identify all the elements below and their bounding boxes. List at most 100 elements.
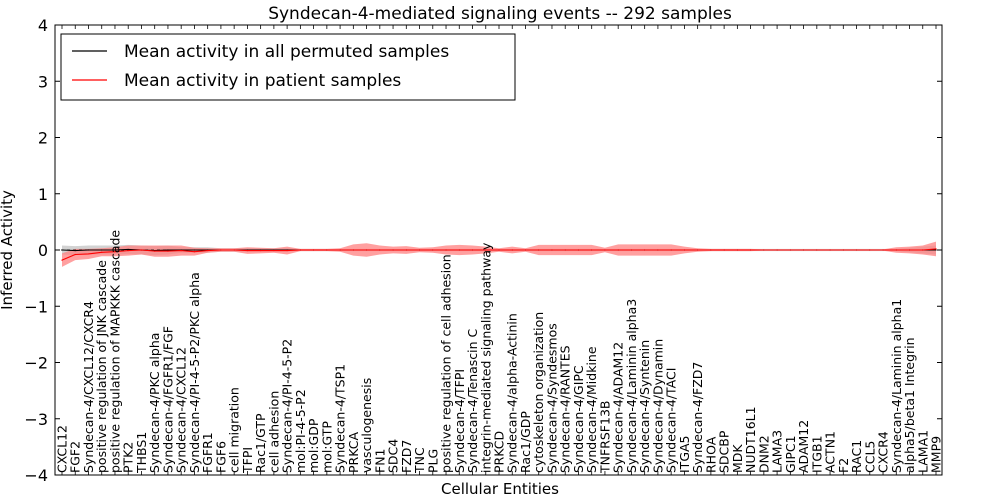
x-tick-label-29: positive regulation of cell adhesion <box>439 254 454 473</box>
point-patient-29 <box>445 249 447 251</box>
y-tick-label-5: −1 <box>24 297 48 316</box>
point-patient-59 <box>842 249 844 251</box>
x-tick-label-66: MMP9 <box>929 436 944 473</box>
point-patient-21 <box>339 249 341 251</box>
point-patient-44 <box>644 249 646 251</box>
x-tick-label-52: NUDT16L1 <box>743 406 758 473</box>
point-patient-8 <box>167 250 169 252</box>
legend-label-permuted: Mean activity in all permuted samples <box>124 42 449 62</box>
point-patient-2 <box>87 253 90 255</box>
x-tick-label-57: ITGB1 <box>809 435 824 473</box>
point-patient-36 <box>538 249 540 251</box>
x-tick-label-50: SDCBP <box>717 430 732 473</box>
x-tick-label-58: ACTN1 <box>823 431 838 473</box>
x-tick-label-65: LAMA1 <box>915 430 930 473</box>
x-tick-labels: CXCL12FGF2Syndecan-4/CXCL12/CXCR4positiv… <box>55 230 944 474</box>
x-tick-label-38: Syndecan-4/RANTES <box>558 345 573 473</box>
x-tick-label-45: Syndecan-4/Dynamin <box>650 339 665 473</box>
point-patient-35 <box>524 249 527 251</box>
y-tick-label-8: −4 <box>24 466 48 485</box>
point-patient-12 <box>220 249 222 251</box>
x-axis-label: Cellular Entities <box>441 480 559 498</box>
point-patient-23 <box>365 249 368 251</box>
y-axis-label: Inferred Activity <box>0 190 16 310</box>
series-lines <box>61 248 937 261</box>
point-permuted-8 <box>167 249 169 251</box>
x-tick-label-61: CCL5 <box>862 441 877 473</box>
y-tick-label-4: 0 <box>38 241 48 260</box>
point-patient-64 <box>908 249 911 251</box>
y-tick-label-0: 4 <box>38 16 48 35</box>
point-patient-31 <box>471 249 474 251</box>
x-tick-label-30: Syndecan-4/TFPI <box>452 369 467 473</box>
band-patient <box>62 241 936 267</box>
x-tick-label-60: RAC1 <box>849 440 864 473</box>
x-tick-label-25: SDC4 <box>386 439 401 473</box>
x-tick-label-59: F2 <box>836 458 851 473</box>
x-tick-label-15: Rac1/GTP <box>253 413 268 473</box>
point-patient-39 <box>577 249 580 251</box>
x-tick-label-63: Syndecan-4/Laminin alpha1 <box>889 299 904 473</box>
point-patient-17 <box>286 249 288 252</box>
point-permuted-3 <box>101 249 103 251</box>
point-patient-1 <box>74 253 76 256</box>
x-tick-label-13: cell migration <box>227 387 242 473</box>
point-permuted-66 <box>935 249 937 251</box>
x-tick-label-62: CXCR4 <box>876 431 891 473</box>
point-patient-51 <box>736 249 738 251</box>
x-tick-label-40: Syndecan-4/Midkine <box>584 346 599 473</box>
point-patient-25 <box>392 249 394 251</box>
x-tick-label-22: PRKCA <box>346 432 361 473</box>
legend: Mean activity in all permuted samples Me… <box>60 33 516 101</box>
x-tick-label-20: mol:GTP <box>319 421 334 473</box>
x-tick-label-2: Syndecan-4/CXCL12/CXCR4 <box>81 301 96 473</box>
point-patient-20 <box>326 249 328 251</box>
x-tick-label-46: Syndecan-4/TACI <box>664 368 679 473</box>
x-tick-label-28: PLG <box>425 449 440 473</box>
confidence-bands <box>62 241 936 267</box>
point-patient-11 <box>207 249 209 252</box>
point-patient-22 <box>352 249 354 251</box>
point-patient-32 <box>485 249 487 251</box>
point-patient-10 <box>193 251 196 253</box>
point-patient-57 <box>816 249 818 251</box>
point-patient-47 <box>683 249 685 251</box>
point-permuted-0 <box>61 249 63 251</box>
x-tick-label-16: cell adhesion <box>266 391 281 473</box>
x-tick-label-44: Syndecan-4/Syntenin <box>637 340 652 473</box>
legend-box <box>60 33 516 101</box>
x-tick-label-35: Rac1/GDP <box>518 411 533 473</box>
x-tick-label-12: FGF6 <box>213 441 228 473</box>
point-patient-58 <box>829 249 831 251</box>
point-patient-34 <box>511 249 513 251</box>
point-patient-7 <box>154 250 156 252</box>
x-tick-label-54: LAMA3 <box>770 430 785 473</box>
point-patient-42 <box>617 249 619 251</box>
point-patient-53 <box>763 249 765 251</box>
x-tick-label-64: alpha5/beta1 Integrin <box>902 337 917 473</box>
point-patient-26 <box>405 249 407 251</box>
x-tick-label-17: Syndecan-4/PI-4-5-P2 <box>280 339 295 473</box>
point-patient-65 <box>922 249 924 251</box>
x-tick-label-55: GIPC1 <box>783 435 798 473</box>
point-patient-63 <box>895 249 897 251</box>
x-tick-label-39: Syndecan-4/GIPC <box>571 365 586 473</box>
x-tick-label-34: Syndecan-4/alpha-Actinin <box>505 313 520 473</box>
legend-label-patient: Mean activity in patient samples <box>124 71 401 91</box>
point-patient-56 <box>802 249 805 251</box>
point-patient-3 <box>101 251 103 253</box>
y-tick-label-2: 2 <box>38 129 48 148</box>
x-tick-label-26: FZD7 <box>399 440 414 473</box>
plot-frame <box>54 24 943 476</box>
point-patient-13 <box>233 249 235 251</box>
point-patient-45 <box>657 249 659 251</box>
point-patient-14 <box>246 249 248 252</box>
x-tick-label-51: MDK <box>730 444 745 473</box>
point-patient-16 <box>273 249 275 252</box>
x-tick-label-31: Syndecan-4/Tenascin C <box>465 328 480 473</box>
point-patient-37 <box>551 249 553 251</box>
point-patient-27 <box>418 249 421 251</box>
x-tick-label-21: Syndecan-4/TSP1 <box>333 364 348 473</box>
point-patient-54 <box>776 249 778 251</box>
point-patient-28 <box>432 249 434 251</box>
